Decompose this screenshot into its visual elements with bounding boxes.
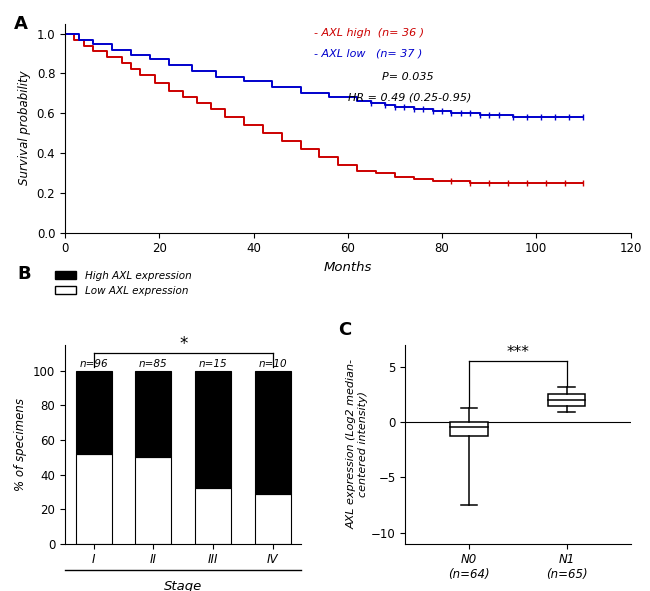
Text: n=96: n=96 (79, 359, 108, 369)
Bar (195, 371, 231, 488)
Text: C: C (338, 321, 351, 339)
Text: Stage: Stage (164, 580, 202, 591)
Text: n=10: n=10 (259, 359, 287, 369)
Text: ***: *** (506, 345, 529, 360)
Text: HR = 0.49 (0.25-0.95): HR = 0.49 (0.25-0.95) (348, 93, 471, 103)
Bar (548, 394, 586, 405)
Bar (135, 457, 172, 544)
Text: P= 0.035: P= 0.035 (382, 72, 434, 82)
Text: A: A (14, 15, 28, 33)
Text: - AXL low   (n= 37 ): - AXL low (n= 37 ) (314, 48, 422, 59)
Text: - AXL high  (n= 36 ): - AXL high (n= 36 ) (314, 28, 424, 38)
Y-axis label: AXL expression (Log2 median-
centered intensity): AXL expression (Log2 median- centered in… (346, 359, 368, 529)
Bar (76, 454, 112, 544)
Text: n=15: n=15 (199, 359, 228, 369)
Y-axis label: % of specimens: % of specimens (14, 398, 27, 491)
X-axis label: Months: Months (324, 261, 372, 274)
Legend: High AXL expression, Low AXL expression: High AXL expression, Low AXL expression (51, 267, 196, 300)
Bar (255, 371, 291, 493)
Y-axis label: Survival probability: Survival probability (18, 71, 31, 186)
Bar (76, 371, 112, 454)
Bar (255, 493, 291, 544)
Bar (450, 421, 488, 437)
Bar (135, 371, 172, 457)
Text: n=85: n=85 (139, 359, 168, 369)
Text: B: B (18, 265, 31, 283)
Bar (195, 488, 231, 544)
Text: *: * (179, 335, 187, 352)
